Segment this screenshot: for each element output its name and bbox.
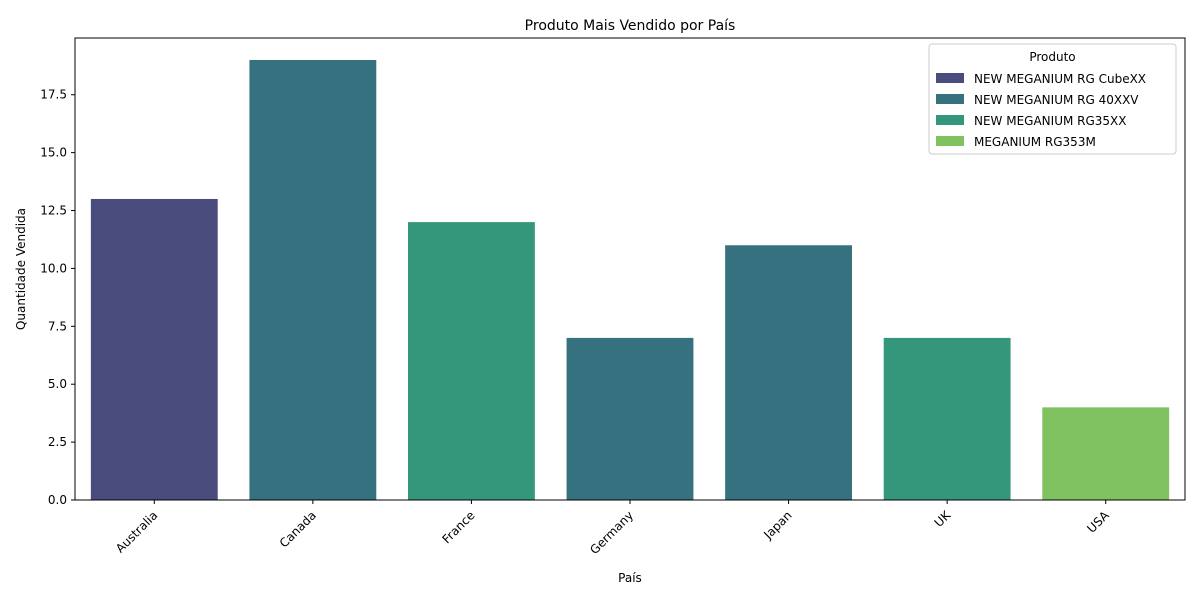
bar-japan (725, 245, 852, 500)
x-tick-label-uk: UK (932, 507, 954, 529)
legend-entry-label: NEW MEGANIUM RG 40XXV (974, 93, 1139, 107)
chart-title: Produto Mais Vendido por País (525, 18, 736, 34)
legend-swatch (936, 115, 964, 125)
legend-entry-label: NEW MEGANIUM RG CubeXX (974, 72, 1146, 86)
legend-box (928, 43, 1177, 155)
bar-australia (90, 198, 218, 500)
bar-france (408, 222, 535, 500)
bar-germany (566, 337, 694, 500)
legend-swatch (936, 94, 964, 104)
y-tick-label: 2.5 (48, 435, 67, 449)
legend-title: Produto (1029, 50, 1075, 64)
legend-swatch (936, 73, 964, 83)
y-tick-label: 5.0 (48, 377, 67, 391)
x-tick-label-japan: Japan (760, 508, 794, 542)
y-tick-label: 15.0 (40, 146, 67, 160)
bar-usa (1042, 407, 1170, 500)
y-tick-label: 10.0 (40, 261, 67, 275)
x-tick-label-usa: USA (1084, 508, 1112, 536)
x-tick-label-germany: Germany (587, 508, 636, 557)
x-tick-label-australia: Australia (113, 508, 160, 555)
legend-swatch (936, 136, 964, 146)
y-tick-label: 7.5 (48, 319, 67, 333)
y-axis-title: Quantidade Vendida (14, 208, 28, 330)
legend-entry-label: MEGANIUM RG353M (974, 135, 1096, 149)
x-tick-label-canada: Canada (277, 508, 319, 550)
y-tick-label: 12.5 (40, 204, 67, 218)
x-tick-label-france: France (439, 508, 477, 546)
legend: Produto NEW MEGANIUM RG CubeXX NEW MEGANIU… (928, 43, 1177, 155)
bar-canada (249, 60, 377, 500)
legend-entry-label: NEW MEGANIUM RG35XX (974, 114, 1127, 128)
x-axis-title: País (618, 571, 642, 585)
y-tick-label: 0.0 (48, 493, 67, 507)
y-tick-label: 17.5 (40, 88, 67, 102)
bar-uk (883, 337, 1011, 500)
